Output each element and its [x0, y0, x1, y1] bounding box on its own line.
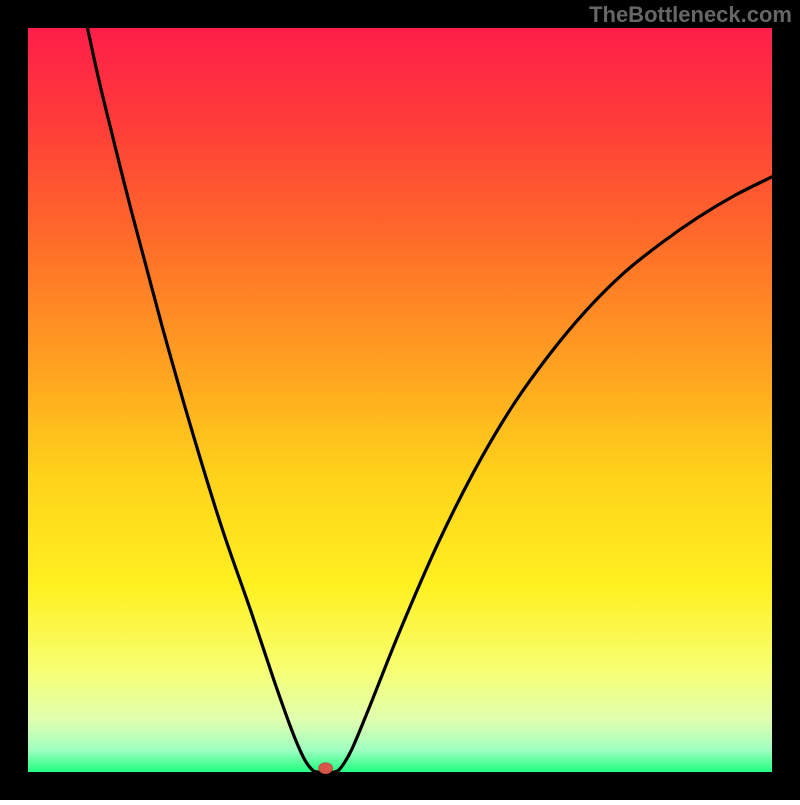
watermark-text: TheBottleneck.com — [589, 2, 792, 28]
optimal-point-marker — [319, 763, 333, 774]
chart-plot-background — [28, 28, 772, 772]
bottleneck-chart: TheBottleneck.com — [0, 0, 800, 800]
chart-svg — [0, 0, 800, 800]
